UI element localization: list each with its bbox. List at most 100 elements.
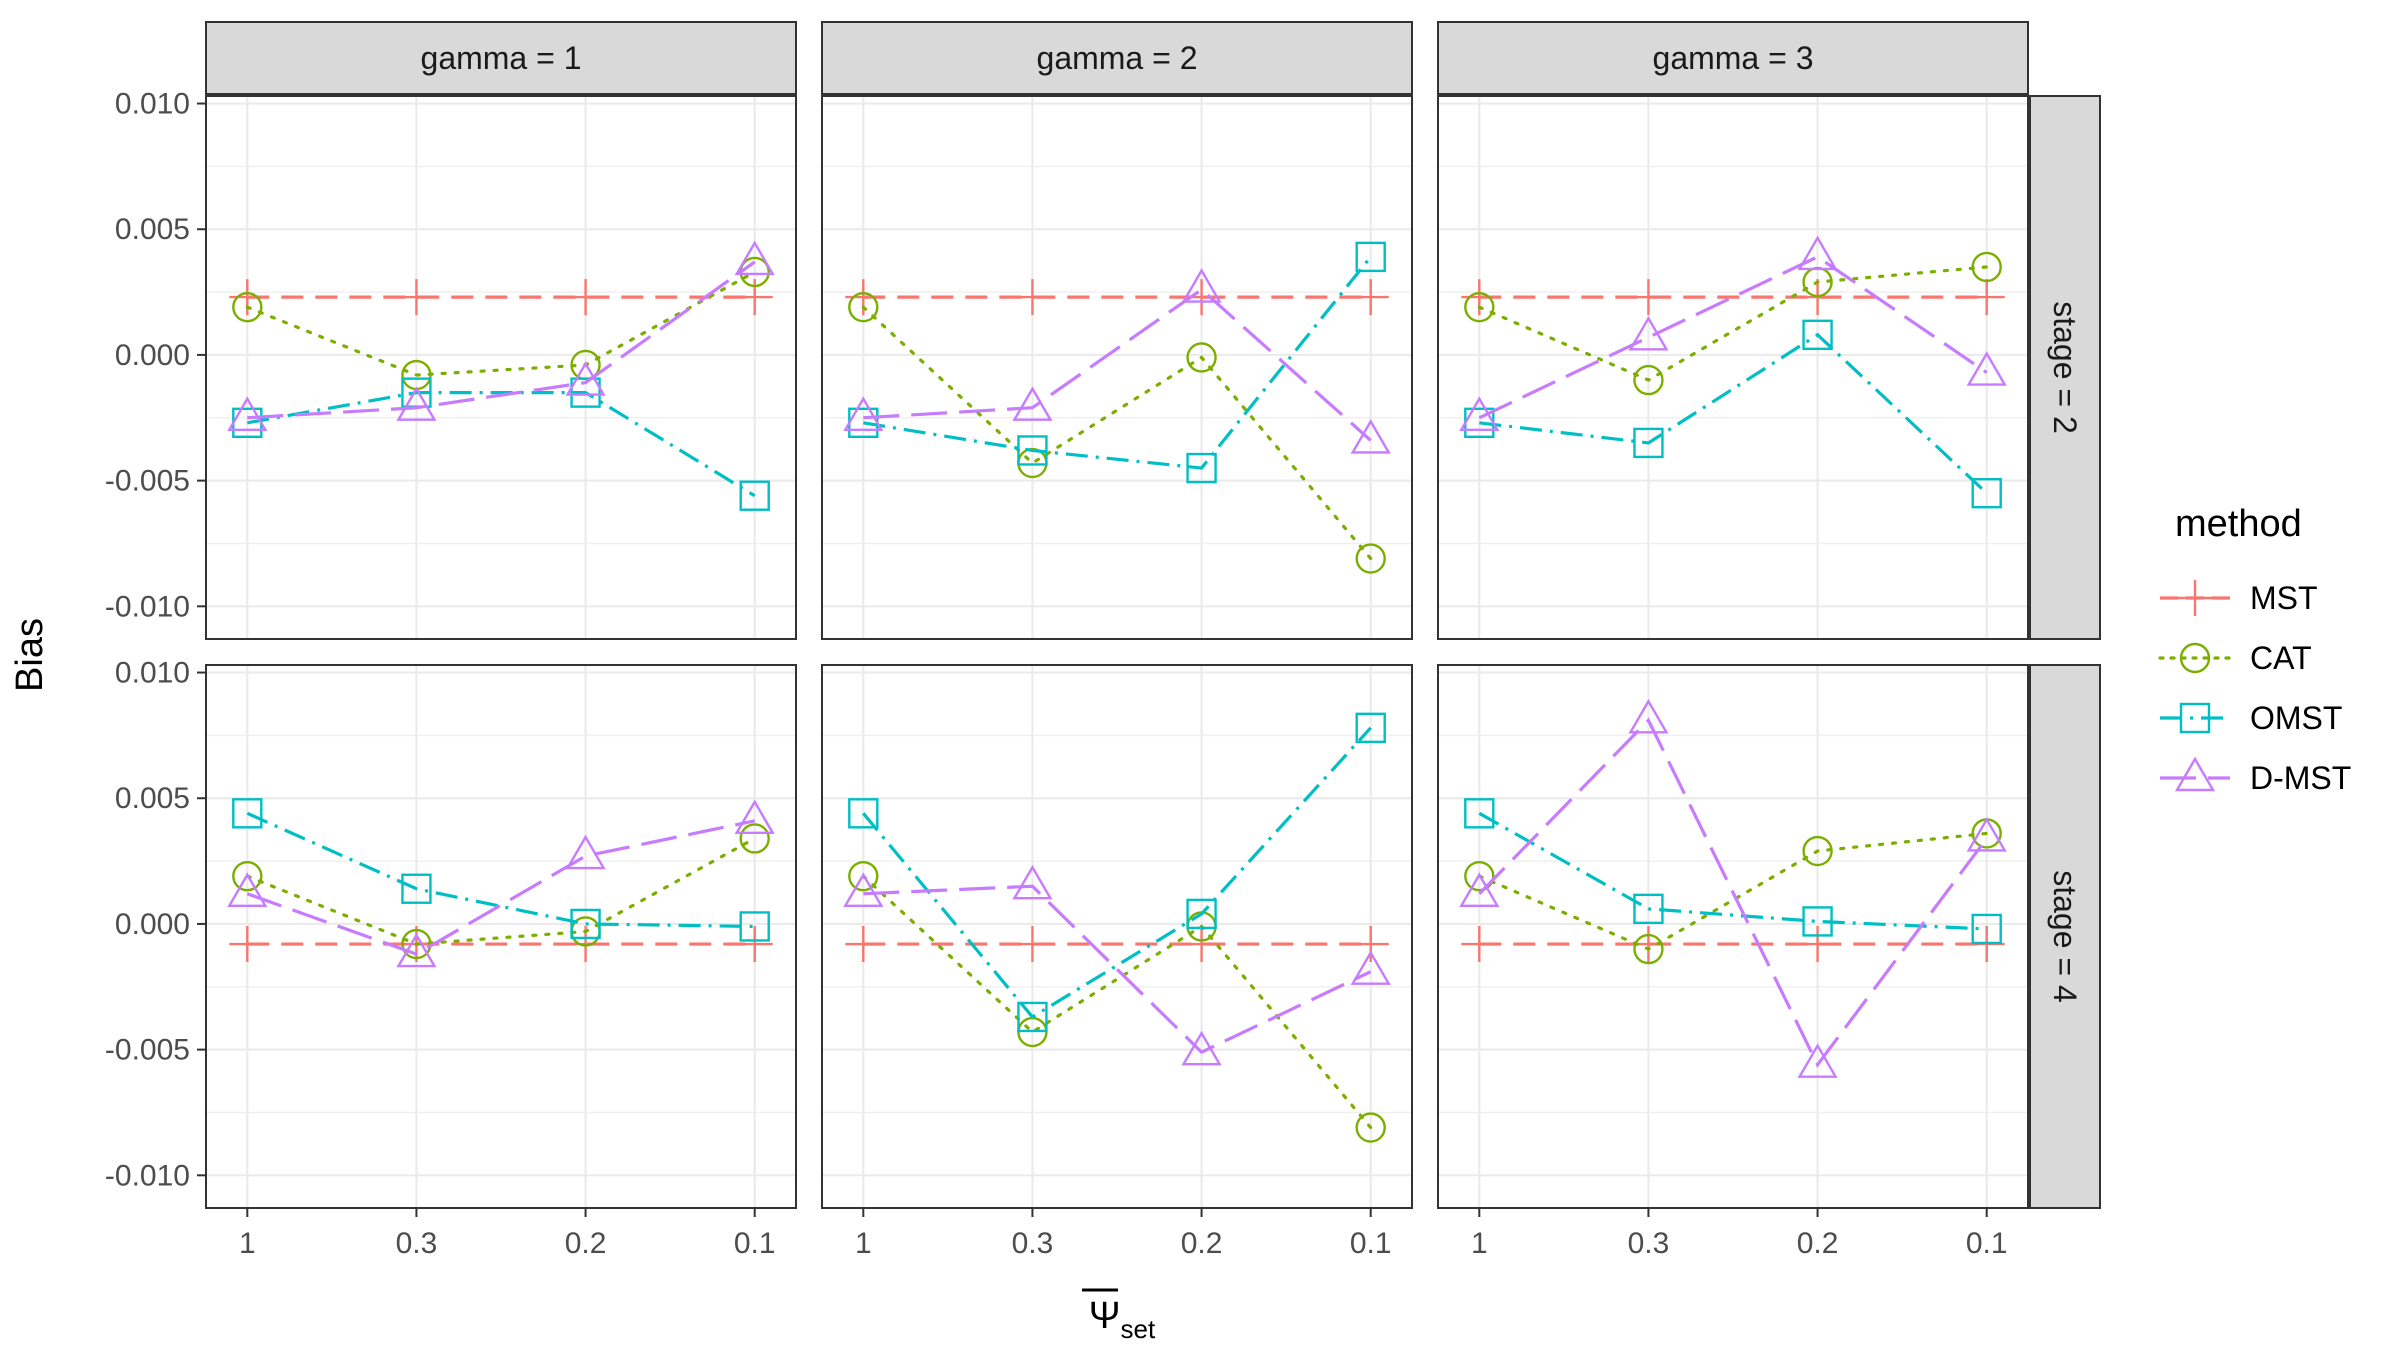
series-line-omst [1479, 332, 1988, 495]
x-axis-title: Ψset [1089, 1295, 1156, 1344]
data-point-mst [229, 926, 266, 963]
data-point-omst [739, 480, 770, 511]
legend-key-marker-d-mst [2174, 756, 2216, 792]
data-point-cat [1464, 291, 1495, 323]
panel-r2-c1 [205, 664, 797, 1209]
x-tick-label: 0.1 [1966, 1227, 2008, 1260]
x-tick-label: 0.3 [396, 1227, 438, 1260]
series-line-cat [1477, 265, 1989, 382]
panel-border [1437, 664, 2029, 1209]
series-line-cat [245, 836, 757, 946]
data-point-d-mst [1628, 315, 1669, 351]
data-point-cat [232, 860, 263, 892]
series-line-omst [246, 811, 755, 929]
data-point-d-mst [843, 872, 884, 907]
data-point-d-mst [843, 396, 884, 431]
col-strip-label-2: gamma = 2 [1037, 40, 1198, 76]
row-strip-2 [2029, 664, 2101, 1209]
data-point-mst [1968, 279, 2005, 316]
panel-border [205, 95, 797, 640]
data-point-omst [401, 873, 432, 904]
data-point-d-mst [1797, 235, 1838, 271]
x-tick-label: 0.2 [565, 1227, 607, 1260]
row-strip-label-2: stage = 4 [2047, 870, 2083, 1003]
series-line-omst [862, 726, 1372, 1020]
series-line-d-mst [247, 260, 756, 420]
data-point-mst [567, 279, 604, 316]
data-point-mst [736, 926, 773, 963]
data-point-cat [1186, 342, 1217, 373]
data-point-d-mst [1966, 351, 2007, 386]
axes-layer: -0.010 -0.005 0.000 0.005 0.010 -0.010 -0.005 0… [105, 88, 2008, 1260]
data-point-d-mst [227, 396, 268, 431]
x-axis-title-subscript: set [1121, 1314, 1156, 1344]
data-point-cat [1971, 251, 2002, 283]
data-point-cat [1802, 835, 1833, 867]
data-point-mst [845, 926, 882, 963]
data-point-mst [1183, 926, 1220, 963]
data-point-omst [1186, 898, 1217, 930]
col-strip-label-3: gamma = 3 [1653, 40, 1814, 76]
panel-border [821, 95, 1413, 640]
panel-r1-c1 [205, 95, 797, 640]
row-strip-label-1: stage = 2 [2047, 301, 2083, 434]
data-point-omst [1017, 435, 1048, 466]
x-tick-label: 1 [855, 1227, 872, 1260]
data-point-d-mst [1797, 1043, 1838, 1078]
data-point-cat [1355, 543, 1386, 574]
series-line-omst [1478, 811, 1987, 931]
y-tick-label: 0.005 [115, 782, 190, 815]
data-point-d-mst [1966, 817, 2007, 852]
data-point-d-mst [734, 240, 775, 276]
x-tick-label: 0.3 [1628, 1227, 1670, 1260]
data-point-d-mst [565, 834, 606, 870]
series-line-d-mst [1478, 717, 1988, 1068]
panel-r2-c2 [821, 664, 1413, 1209]
data-point-omst [1802, 906, 1833, 937]
data-point-d-mst [1350, 950, 1391, 985]
y-tick-label: 0.000 [115, 908, 190, 941]
data-point-cat [1633, 933, 1664, 965]
series-line-cat [1477, 831, 1989, 951]
data-point-d-mst [734, 799, 775, 835]
data-point-mst [1799, 926, 1836, 963]
y-tick-label: -0.005 [105, 465, 190, 498]
x-tick-label: 0.1 [734, 1227, 776, 1260]
series-line-d-mst [246, 819, 756, 956]
legend-label-mst: MST [2250, 580, 2318, 616]
data-point-omst [1971, 913, 2002, 945]
panel-r1-c2 [821, 95, 1413, 640]
data-point-mst [1014, 279, 1051, 316]
data-point-omst [1633, 427, 1664, 459]
data-point-cat [1464, 860, 1495, 892]
data-point-d-mst [1459, 872, 1500, 907]
y-tick-label: 0.005 [115, 213, 190, 246]
y-tick-label: 0.000 [115, 339, 190, 372]
x-tick-label: 1 [239, 1227, 256, 1260]
legend-key-marker-cat [2179, 642, 2211, 674]
data-point-omst [1971, 477, 2002, 509]
data-point-omst [1355, 241, 1386, 273]
data-point-mst [1630, 279, 1667, 316]
strips-layer: gamma = 1 gamma = 2 gamma = 3 stage = 2 stag… [205, 21, 2101, 1209]
panel-border [1437, 95, 2029, 640]
data-point-omst [848, 798, 879, 829]
data-point-cat [739, 823, 770, 854]
data-point-omst [232, 798, 263, 829]
legend-label-d-mst: D-MST [2250, 760, 2351, 796]
series-line-cat [861, 874, 1373, 1130]
x-tick-label: 0.3 [1012, 1227, 1054, 1260]
data-point-mst [1461, 926, 1498, 963]
col-strip-1 [205, 21, 797, 95]
col-strip-label-1: gamma = 1 [421, 40, 582, 76]
x-axis-title-main: Ψ [1089, 1295, 1121, 1337]
x-tick-label: 0.1 [1350, 1227, 1392, 1260]
y-axis-title: Bias [9, 618, 51, 692]
panel-border [821, 664, 1413, 1209]
series-line-cat [861, 305, 1373, 561]
legend-title: method [2175, 503, 2302, 545]
legend: method MST CAT OMST D-MST [2158, 503, 2351, 796]
data-point-mst [229, 279, 266, 316]
col-strip-3 [1437, 21, 2029, 95]
